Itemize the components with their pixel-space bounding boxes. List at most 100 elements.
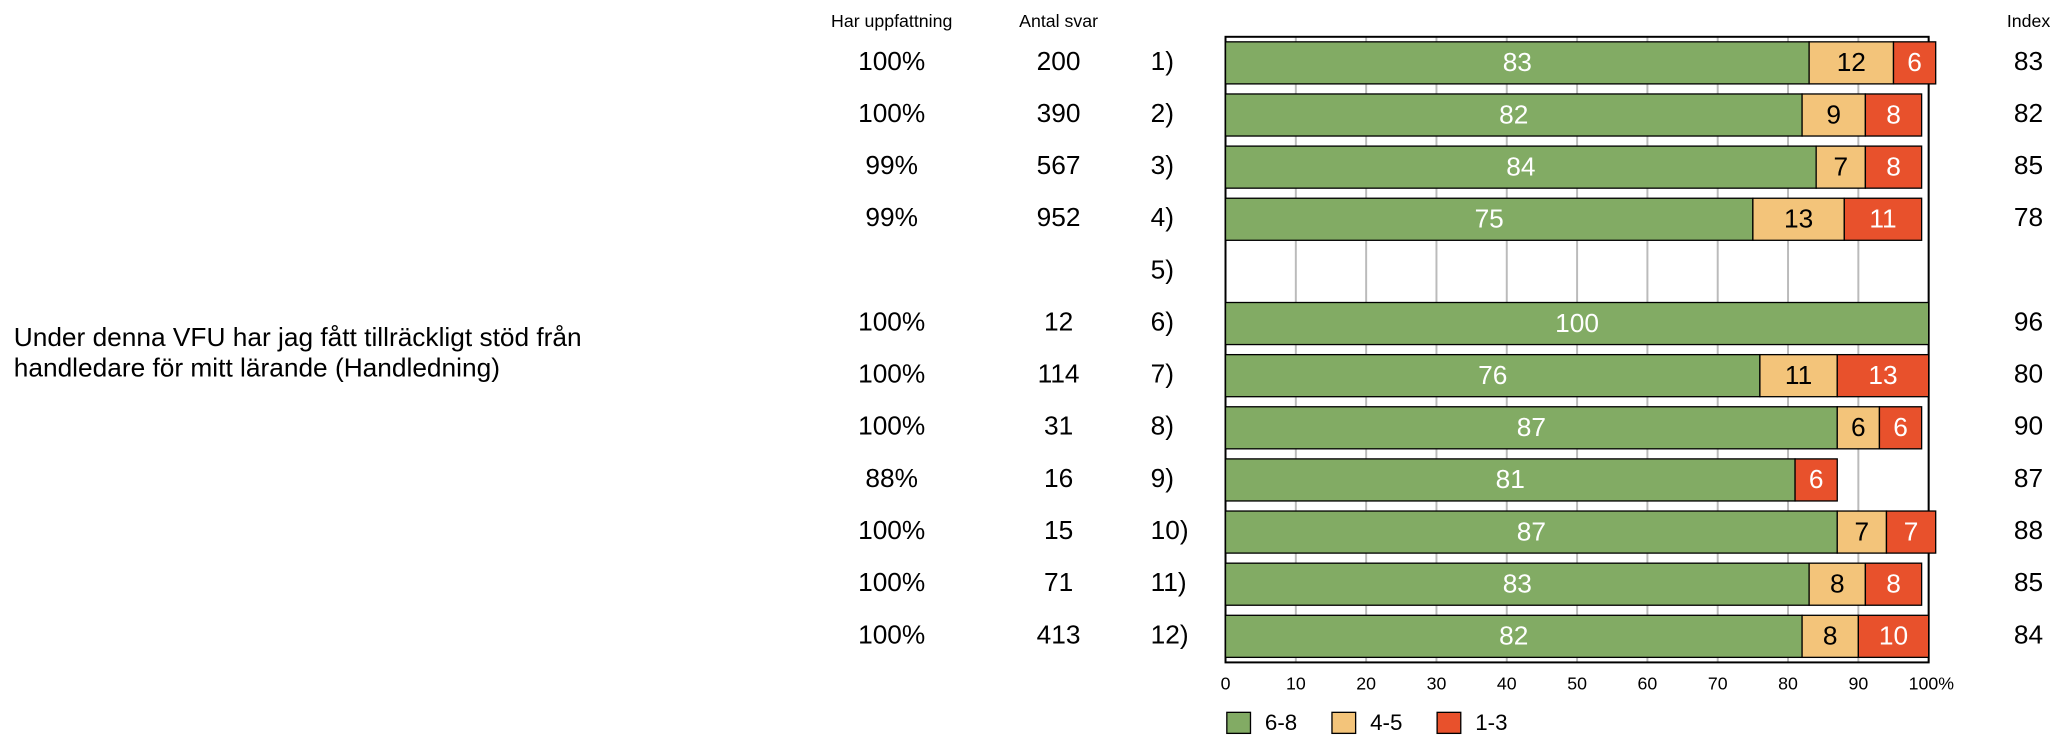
x-tick-label: 20 (1356, 673, 1376, 693)
bar-segment (1794, 458, 1838, 502)
column-value: 15 (1044, 515, 1073, 545)
category-label: 8) (1151, 411, 1174, 441)
bar-label: 8 (1823, 621, 1838, 651)
category-label: 3) (1151, 150, 1174, 180)
bar-label: 7 (1855, 516, 1870, 546)
bar-label: 8 (1830, 568, 1845, 598)
bar-label: 6 (1851, 412, 1866, 442)
bar-label: 87 (1517, 412, 1546, 442)
index-value: 85 (2014, 567, 2043, 597)
column-value: 88% (865, 463, 918, 493)
category-label: 2) (1151, 98, 1174, 128)
bar-segment (1815, 145, 1867, 189)
category-label: 7) (1151, 359, 1174, 389)
category-label: 12) (1151, 619, 1189, 649)
column-value: 114 (1038, 359, 1080, 389)
bar-segment (1864, 562, 1923, 606)
bar-label: 11 (1869, 204, 1896, 234)
bar-segment (1864, 145, 1923, 189)
x-tick-label: 40 (1497, 673, 1517, 693)
bar-label: 6 (1809, 464, 1824, 494)
column-value: 100% (858, 567, 925, 597)
bar-segment (1224, 458, 1796, 502)
bar-segment (1224, 41, 1810, 85)
column-value: 99% (865, 150, 918, 180)
column-value: 12 (1044, 306, 1073, 336)
legend-label: 6-8 (1265, 710, 1297, 735)
index-value: 85 (2014, 150, 2043, 180)
question: handledare för mitt lärande (Handledning… (14, 352, 500, 382)
column-value: 952 (1037, 202, 1081, 232)
bar-segment (1224, 301, 1930, 346)
index-value: 88 (2014, 515, 2043, 545)
index-value: 90 (2014, 411, 2043, 441)
bar-label: 82 (1499, 621, 1528, 651)
bar-label: 12 (1837, 47, 1866, 77)
legend-swatch (1436, 711, 1462, 735)
bar-label: 81 (1496, 464, 1525, 494)
column-value: 100% (858, 411, 925, 441)
bar-label: 75 (1475, 204, 1504, 234)
question: Under denna VFU har jag fått tillräcklig… (14, 322, 582, 352)
column-value: 567 (1037, 150, 1081, 180)
index-value: 96 (2014, 306, 2043, 336)
x-tick-label: 0 (1221, 673, 1231, 693)
column-value: 99% (865, 202, 918, 232)
x-tick-label: 50 (1567, 673, 1587, 693)
x-tick-label: 30 (1427, 673, 1447, 693)
bar-segment (1759, 353, 1838, 398)
x-tick-label: 100% (1909, 673, 1955, 693)
bar-segment (1892, 41, 1937, 85)
bar-segment (1843, 197, 1923, 241)
index-value: 80 (2014, 359, 2043, 389)
bar-label: 8 (1886, 568, 1901, 598)
bar-label: 6 (1907, 47, 1922, 77)
legend-swatch (1226, 711, 1252, 735)
x-tick-label: 90 (1848, 673, 1868, 693)
bar-label: 76 (1478, 360, 1507, 390)
legend-label: 4-5 (1370, 710, 1402, 735)
column-value: 31 (1044, 411, 1073, 441)
category-label: 4) (1151, 202, 1174, 232)
bar-segment (1836, 353, 1930, 398)
category-label: 5) (1151, 254, 1174, 284)
bar-label: 84 (1506, 151, 1535, 181)
category-label: 11) (1151, 567, 1187, 597)
bar-label: 10 (1879, 621, 1908, 651)
bar-label: 100 (1555, 308, 1599, 338)
bar-segment (1224, 145, 1817, 189)
category-label: 10) (1151, 515, 1189, 545)
column-value: 100% (858, 306, 925, 336)
index-value: 82 (2014, 98, 2043, 128)
x-tick-label: 10 (1286, 673, 1306, 693)
index-value: 87 (2014, 463, 2043, 493)
category-label: 6) (1151, 306, 1174, 336)
column-value: 413 (1037, 619, 1081, 649)
bar-label: 7 (1904, 516, 1919, 546)
index-value: 84 (2014, 619, 2043, 649)
bar-label: 11 (1785, 360, 1812, 390)
column-value: 100% (858, 515, 925, 545)
column-value: 390 (1037, 98, 1081, 128)
column-value: 100% (858, 619, 925, 649)
bar-segment (1752, 197, 1845, 241)
bar-segment (1801, 614, 1859, 659)
category-label: 9) (1151, 463, 1174, 493)
bar-label: 8 (1886, 99, 1901, 129)
bar-segment (1224, 614, 1803, 659)
column-header: Antal svar (1019, 11, 1098, 31)
column-value: 200 (1037, 46, 1081, 76)
legend-label: 1-3 (1475, 710, 1507, 735)
bar-segment (1864, 93, 1923, 137)
bar-segment (1885, 510, 1937, 554)
bar-segment (1224, 510, 1838, 554)
plot-frame (1224, 35, 1930, 664)
x-tick-label: 60 (1638, 673, 1658, 693)
bar-segment (1808, 562, 1867, 606)
column-header: Har uppfattning (831, 11, 952, 31)
bar-label: 83 (1503, 568, 1532, 598)
x-tick-label: 70 (1708, 673, 1728, 693)
bar-segment (1801, 93, 1867, 137)
bar-label: 13 (1784, 204, 1813, 234)
